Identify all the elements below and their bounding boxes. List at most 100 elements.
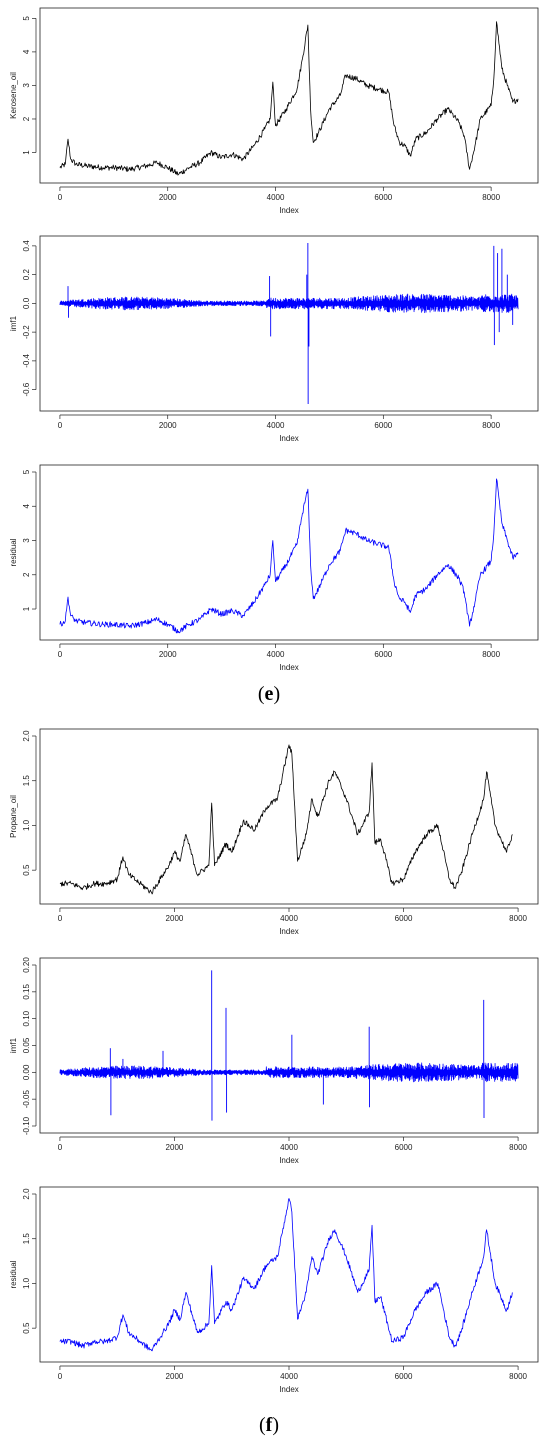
y-tick-label: 2.0 xyxy=(22,730,31,742)
x-axis: 0 2000 4000 6000 8000 Index xyxy=(58,1136,528,1165)
y-axis: -0.6 -0.4 -0.2 0.0 0.2 0.4 imf1 xyxy=(9,240,37,397)
y-tick-label: 0.4 xyxy=(22,240,31,252)
x-tick-label: 4000 xyxy=(280,914,298,923)
y-tick-label: 3 xyxy=(22,538,31,543)
x-tick-label: 8000 xyxy=(482,650,500,659)
x-tick-label: 6000 xyxy=(374,650,392,659)
y-axis: -0.10 -0.05 0.00 0.05 0.10 0.15 0.20 imf1 xyxy=(9,957,37,1135)
chart-panel-1: 0 2000 4000 6000 8000 Index 1 2 3 4 5 Kerosene_oil xyxy=(9,7,539,215)
x-tick-label: 8000 xyxy=(482,193,500,202)
x-tick-label: 4000 xyxy=(267,650,285,659)
y-tick-label: 0.00 xyxy=(22,1064,31,1080)
y-tick-label: 1 xyxy=(22,606,31,611)
y-tick-label: 1.0 xyxy=(22,819,31,831)
y-tick-label: 4 xyxy=(22,49,31,54)
y-tick-label: 0.15 xyxy=(22,984,31,1000)
chart-panel-2: 0 2000 4000 6000 8000 Index -0.6 -0.4 -0.2 0.0 0.2… xyxy=(9,235,539,443)
x-tick-label: 0 xyxy=(58,1143,63,1152)
x-tick-label: 6000 xyxy=(395,1372,413,1381)
x-axis-label: Index xyxy=(279,663,299,672)
y-axis-label: residual xyxy=(9,538,18,566)
plot-frame xyxy=(39,7,539,184)
series-line xyxy=(59,1198,513,1352)
x-axis: 0 2000 4000 6000 8000 Index xyxy=(58,1365,528,1394)
x-tick-label: 4000 xyxy=(280,1372,298,1381)
plot-frame xyxy=(39,1186,539,1363)
y-axis-label: Propane_oil xyxy=(9,795,18,838)
x-tick-label: 8000 xyxy=(509,914,527,923)
x-tick-label: 2000 xyxy=(166,914,184,923)
y-tick-label: 0.20 xyxy=(22,957,31,973)
y-tick-label: 0.0 xyxy=(22,297,31,309)
series-line xyxy=(59,478,519,634)
chart-panel-4: 0 2000 4000 6000 8000 Index 0.5 1.0 1.5 2.0 Propan… xyxy=(9,728,539,936)
y-tick-label: 0.05 xyxy=(22,1037,31,1053)
x-tick-label: 2000 xyxy=(159,193,177,202)
plot-frame xyxy=(39,957,539,1134)
y-axis: 1 2 3 4 5 residual xyxy=(9,469,37,611)
y-axis: 0.5 1.0 1.5 2.0 residual xyxy=(9,1188,37,1334)
series-line xyxy=(59,21,519,176)
y-tick-label: 1 xyxy=(22,150,31,155)
series-line xyxy=(59,1062,519,1083)
x-axis: 0 2000 4000 6000 8000 Index xyxy=(58,643,501,672)
x-tick-label: 2000 xyxy=(159,650,177,659)
y-axis: 0.5 1.0 1.5 2.0 Propane_oil xyxy=(9,730,37,876)
x-tick-label: 0 xyxy=(58,1372,63,1381)
y-tick-label: 3 xyxy=(22,83,31,88)
x-tick-label: 0 xyxy=(58,421,63,430)
x-tick-label: 0 xyxy=(58,193,63,202)
x-axis-label: Index xyxy=(279,206,299,215)
y-axis-label: residual xyxy=(9,1260,18,1288)
x-tick-label: 0 xyxy=(58,650,63,659)
panel-label-e: (e) xyxy=(258,683,280,705)
y-axis: 1 2 3 4 5 Kerosene_oil xyxy=(9,16,37,155)
x-tick-label: 8000 xyxy=(482,421,500,430)
charts-group: 0 2000 4000 6000 8000Index12345Kerosene_oil0… xyxy=(9,7,539,1394)
y-tick-label: 5 xyxy=(22,16,31,21)
y-tick-label: 0.2 xyxy=(22,269,31,281)
x-axis-label: Index xyxy=(279,1156,299,1165)
x-tick-label: 8000 xyxy=(509,1372,527,1381)
y-tick-label: 2 xyxy=(22,116,31,121)
x-axis-label: Index xyxy=(279,1385,299,1394)
chart-panel-3: 0 2000 4000 6000 8000 Index 1 2 3 4 5 residual xyxy=(9,464,539,672)
y-tick-label: 0.5 xyxy=(22,1322,31,1334)
y-axis-label: Kerosene_oil xyxy=(9,72,18,119)
x-tick-label: 6000 xyxy=(374,193,392,202)
plot-frame xyxy=(39,728,539,905)
x-axis: 0 2000 4000 6000 8000 Index xyxy=(58,414,501,443)
y-tick-label: -0.4 xyxy=(22,353,31,367)
x-tick-label: 4000 xyxy=(280,1143,298,1152)
series-line xyxy=(59,744,513,895)
x-tick-label: 2000 xyxy=(166,1143,184,1152)
chart-panel-6: 0 2000 4000 6000 8000 Index 0.5 1.0 1.5 2.0 residu… xyxy=(9,1186,539,1394)
x-axis-label: Index xyxy=(279,927,299,936)
y-tick-label: 4 xyxy=(22,503,31,508)
chart-panel-5: 0 2000 4000 6000 8000 Index -0.10 -0.05 0.00 0.05… xyxy=(9,957,539,1165)
x-tick-label: 4000 xyxy=(267,193,285,202)
x-tick-label: 6000 xyxy=(395,1143,413,1152)
y-tick-label: 1.5 xyxy=(22,775,31,787)
y-tick-label: -0.10 xyxy=(22,1116,31,1135)
x-axis: 0 2000 4000 6000 8000 Index xyxy=(58,186,501,215)
y-tick-label: -0.05 xyxy=(22,1089,31,1108)
y-tick-label: 0.5 xyxy=(22,864,31,876)
y-tick-label: 1.0 xyxy=(22,1277,31,1289)
panel-label-f: (f) xyxy=(259,1414,279,1436)
y-tick-label: -0.6 xyxy=(22,382,31,396)
y-tick-label: 0.10 xyxy=(22,1010,31,1026)
x-tick-label: 8000 xyxy=(509,1143,527,1152)
y-tick-label: 5 xyxy=(22,469,31,474)
y-tick-label: 1.5 xyxy=(22,1233,31,1245)
series-line xyxy=(59,293,519,314)
x-tick-label: 0 xyxy=(58,914,63,923)
plot-frame xyxy=(39,235,539,412)
y-tick-label: -0.2 xyxy=(22,325,31,339)
plot-frame xyxy=(39,464,539,641)
x-tick-label: 2000 xyxy=(159,421,177,430)
y-tick-label: 2.0 xyxy=(22,1188,31,1200)
x-tick-label: 4000 xyxy=(267,421,285,430)
y-axis-label: imf1 xyxy=(9,1037,18,1053)
